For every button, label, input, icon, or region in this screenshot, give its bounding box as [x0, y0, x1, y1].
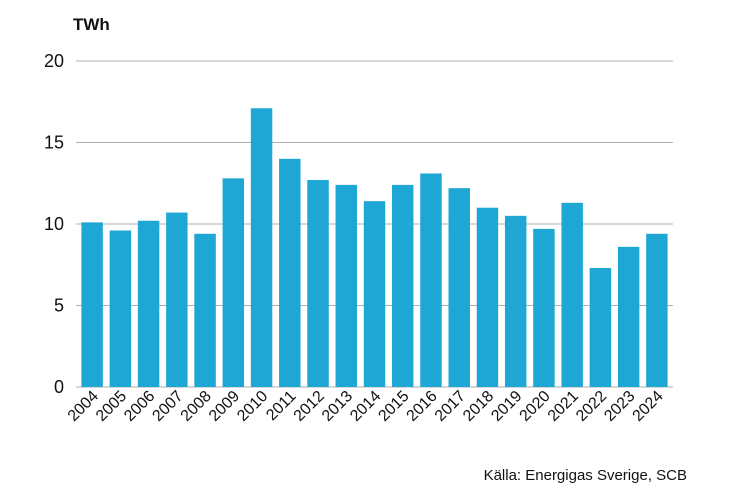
- bar-2008: [194, 233, 216, 387]
- bar-2024: [646, 233, 668, 387]
- bar-2019: [504, 215, 527, 387]
- x-axis-ticks: 2004200520062007200820092010201120122013…: [65, 388, 667, 425]
- x-tick-label: 2020: [517, 388, 554, 425]
- x-tick-label: 2013: [319, 388, 356, 425]
- x-tick-label: 2014: [347, 388, 384, 425]
- y-tick-label: 10: [44, 214, 64, 234]
- y-axis-unit-label: TWh: [73, 15, 110, 34]
- bars: [81, 108, 668, 388]
- y-tick-label: 0: [54, 377, 64, 397]
- x-tick-label: 2005: [93, 388, 130, 425]
- x-tick-label: 2011: [263, 388, 299, 424]
- bar-2009: [222, 178, 245, 387]
- bar-2014: [363, 201, 386, 387]
- y-axis-ticks: 0 5 10 15 20: [44, 51, 64, 397]
- x-tick-label: 2010: [234, 388, 271, 425]
- x-tick-label: 2019: [488, 388, 525, 425]
- bar-2004: [81, 222, 103, 387]
- x-tick-label: 2023: [601, 388, 638, 425]
- y-tick-label: 20: [44, 51, 64, 71]
- bar-2012: [307, 179, 329, 387]
- bar-2013: [335, 184, 357, 387]
- x-tick-label: 2004: [65, 388, 102, 425]
- bar-2017: [448, 188, 470, 387]
- bar-2021: [561, 202, 583, 387]
- bar-2016: [420, 173, 442, 387]
- bar-2020: [533, 228, 555, 387]
- x-tick-label: 2018: [460, 388, 497, 425]
- x-tick-label: 2006: [121, 388, 158, 425]
- bar-2023: [617, 246, 640, 387]
- bar-2011: [279, 158, 301, 387]
- x-tick-label: 2009: [206, 388, 243, 425]
- x-tick-label: 2008: [178, 388, 215, 425]
- y-tick-label: 5: [54, 296, 64, 316]
- x-tick-label: 2022: [573, 388, 610, 425]
- bar-2015: [392, 184, 414, 387]
- bar-2018: [476, 207, 499, 387]
- bar-2007: [166, 212, 188, 387]
- bar-2006: [137, 220, 160, 387]
- x-tick-label: 2012: [291, 388, 328, 425]
- bar-2022: [589, 268, 612, 387]
- bar-2010: [250, 108, 273, 388]
- x-tick-label: 2016: [404, 388, 441, 425]
- source-note: Källa: Energigas Sverige, SCB: [484, 467, 687, 484]
- x-tick-label: 2021: [545, 388, 582, 425]
- x-tick-label: 2024: [630, 388, 667, 425]
- bar-2005: [109, 230, 132, 387]
- x-tick-label: 2017: [432, 388, 469, 425]
- y-tick-label: 15: [44, 133, 64, 153]
- x-tick-label: 2015: [375, 388, 412, 425]
- x-tick-label: 2007: [149, 388, 186, 425]
